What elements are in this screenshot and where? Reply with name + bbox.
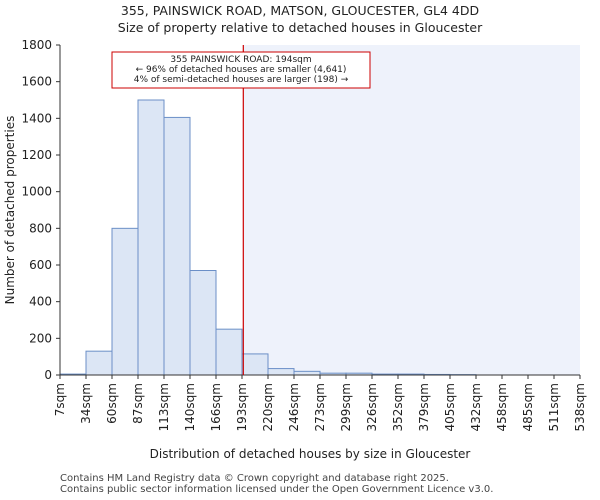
x-tick-label: 87sqm [131,383,145,424]
chart-subtitle: Size of property relative to detached ho… [117,20,483,35]
x-tick-label: 273sqm [313,383,327,431]
y-tick-label: 600 [29,258,52,272]
y-tick-label: 0 [44,368,52,382]
y-tick-label: 1200 [21,148,52,162]
x-tick-label: 299sqm [339,383,353,431]
annotation-line-2: ← 96% of detached houses are smaller (4,… [136,65,347,75]
x-tick-label: 326sqm [365,383,379,431]
x-tick-label: 511sqm [547,383,561,431]
annotation-line-3: 4% of semi-detached houses are larger (1… [134,75,349,85]
y-tick-label: 1400 [21,111,52,125]
bar-87sqm [137,99,165,376]
bar-34sqm [85,350,113,376]
y-tick-label: 1800 [21,38,52,52]
x-tick-label: 405sqm [443,383,457,431]
annotation-line-1: 355 PAINSWICK ROAD: 194sqm [170,55,311,65]
footer-line-2: Contains public sector information licen… [60,484,494,495]
y-tick-label: 800 [29,221,52,235]
x-tick-label: 34sqm [79,383,93,424]
bar-113sqm [163,116,191,376]
chart-title: 355, PAINSWICK ROAD, MATSON, GLOUCESTER,… [120,3,480,18]
x-tick-label: 60sqm [105,383,119,424]
bar-166sqm [215,328,243,376]
bar-140sqm [189,270,217,376]
y-ticks-group: 0 200 400 600 800 1000 1200 1400 1600 1800 [21,38,60,382]
annotation-box [111,51,371,89]
y-tick-label: 400 [29,295,52,309]
x-tick-label: 432sqm [469,383,483,431]
x-tick-label: 538sqm [573,383,587,431]
bar-220sqm [267,368,295,376]
x-tick-label: 193sqm [235,383,249,431]
x-tick-label: 379sqm [417,383,431,431]
x-tick-label: 113sqm [157,383,171,431]
y-tick-label: 1600 [21,75,52,89]
x-axis-label: Distribution of detached houses by size … [150,447,471,461]
bar-246sqm [293,370,321,376]
x-tick-label: 458sqm [495,383,509,431]
bars-group [59,99,477,376]
x-tick-label: 166sqm [209,383,223,431]
y-tick-label: 200 [29,331,52,345]
highlight-region [243,45,581,375]
footer-line-1: Contains HM Land Registry data © Crown c… [60,473,449,484]
bar-193sqm [241,353,269,376]
x-tick-label: 140sqm [183,383,197,431]
y-tick-label: 1000 [21,185,52,199]
x-ticks-group: 7sqm 34sqm 60sqm 87sqm 113sqm 140sqm 166sqm 193… [53,375,587,431]
x-tick-label: 246sqm [287,383,301,431]
x-tick-label: 220sqm [261,383,275,431]
x-tick-label: 485sqm [521,383,535,431]
bar-60sqm [111,227,139,376]
x-tick-label: 7sqm [53,383,67,416]
x-tick-label: 352sqm [391,383,405,431]
y-axis-label: Number of detached properties [3,116,17,305]
